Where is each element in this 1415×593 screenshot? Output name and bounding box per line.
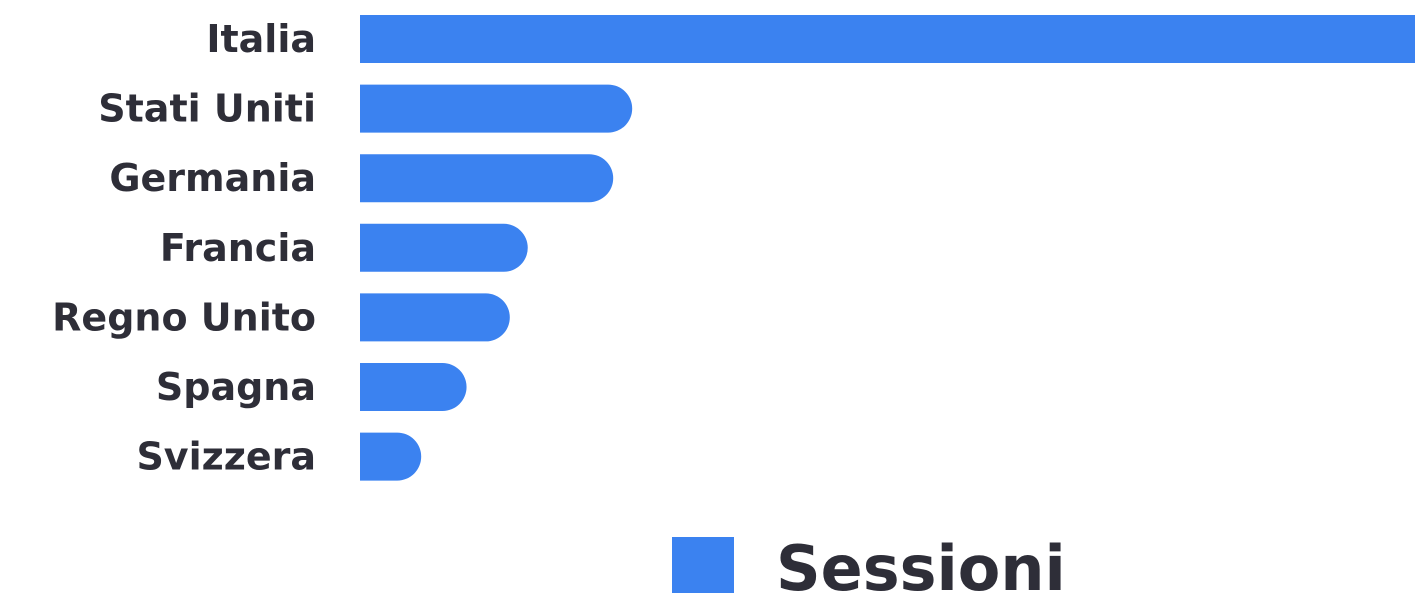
legend: Sessioni bbox=[672, 532, 1066, 593]
legend-label-sessioni: Sessioni bbox=[776, 532, 1066, 593]
bar-regno-unito bbox=[360, 293, 510, 342]
category-label-francia: Francia bbox=[160, 226, 316, 270]
category-label-svizzera: Svizzera bbox=[136, 435, 316, 479]
bar-germania bbox=[360, 154, 614, 203]
category-labels-group: Italia Stati Uniti Germania Francia Regno Un… bbox=[52, 17, 316, 479]
bar-spagna bbox=[360, 363, 467, 411]
category-label-italia: Italia bbox=[206, 17, 316, 61]
category-label-regno-unito: Regno Unito bbox=[52, 295, 316, 339]
category-label-stati-uniti: Stati Uniti bbox=[98, 87, 316, 131]
bar-stati-uniti bbox=[360, 84, 633, 133]
category-label-germania: Germania bbox=[109, 156, 316, 200]
bar-svizzera bbox=[360, 432, 422, 481]
bars-group bbox=[360, 15, 1415, 481]
category-label-spagna: Spagna bbox=[156, 365, 316, 409]
bar-italia bbox=[360, 15, 1415, 63]
legend-swatch bbox=[672, 537, 734, 593]
bar-francia bbox=[360, 223, 528, 272]
